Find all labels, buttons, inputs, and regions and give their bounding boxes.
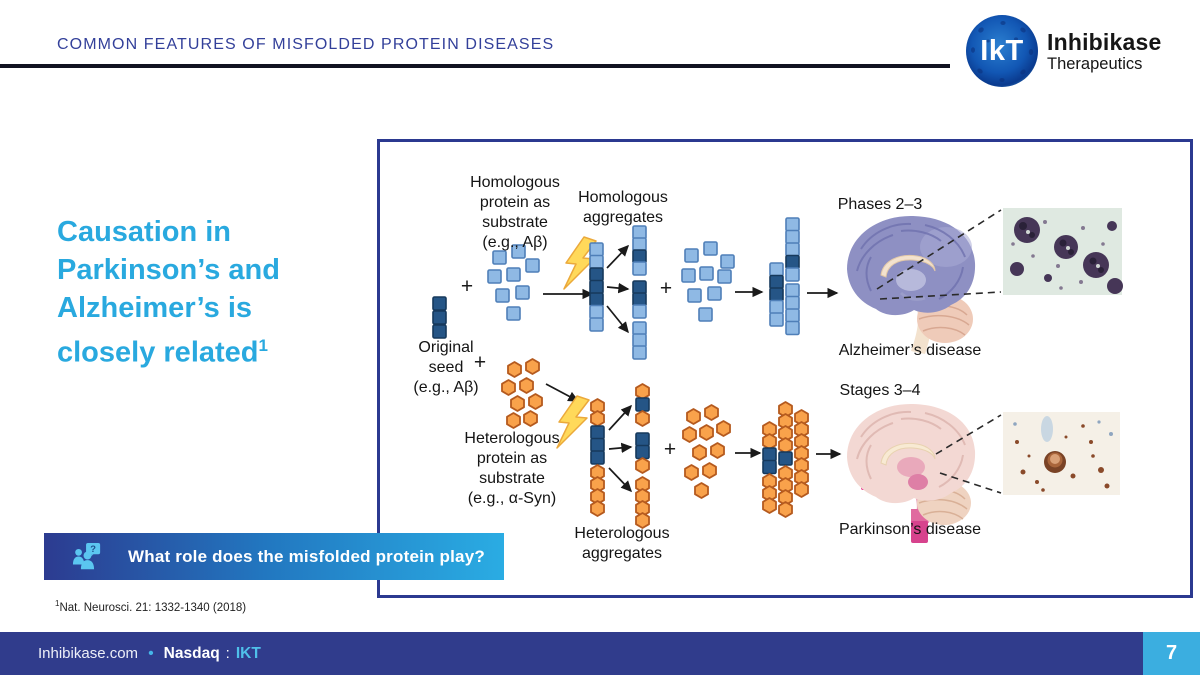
pathway-diagram-graphics: + + bbox=[432, 208, 1123, 543]
slide-title: COMMON FEATURES OF MISFOLDED PROTEIN DIS… bbox=[57, 36, 555, 53]
label-stages: Stages 3–4 bbox=[839, 382, 921, 399]
company-suffix: Therapeutics bbox=[1047, 55, 1143, 73]
label-original-seed: Original seed (e.g., Aβ) bbox=[413, 339, 479, 396]
parkinsons-histology-image bbox=[1003, 412, 1120, 495]
footer-bullet: • bbox=[148, 644, 154, 662]
label-heterologous-substrate: Heterologous protein as substrate (e.g.,… bbox=[464, 430, 560, 507]
alzheimers-brain-illustration bbox=[847, 215, 976, 354]
question-mark-glyph: ? bbox=[90, 543, 96, 553]
pathway-diagram: + + bbox=[377, 139, 1193, 598]
heterologous-monomer-cluster bbox=[682, 404, 731, 499]
homologous-substrate-cluster bbox=[487, 244, 540, 321]
logo-sphere-spots bbox=[971, 21, 1034, 82]
ikt-logo-sphere: IkT bbox=[966, 15, 1038, 87]
inhibikase-logo: IkT Inhibikase Therapeutics bbox=[966, 15, 1196, 91]
footnote-superscript: 1 bbox=[55, 599, 60, 608]
label-heterologous-aggregates: Heterologous aggregates bbox=[574, 525, 670, 562]
footer-ticker: IKT bbox=[235, 644, 261, 662]
homologous-fragment-stacks bbox=[632, 225, 647, 360]
footnote-reference: 1Nat. Neurosci. 21: 1332-1340 (2018) bbox=[55, 599, 246, 614]
footer-separator: : bbox=[225, 645, 230, 662]
heterologous-seeded-fibril bbox=[590, 398, 605, 517]
label-homologous-aggregates: Homologous aggregates bbox=[578, 189, 668, 226]
arrow-seeding-bottom bbox=[545, 383, 580, 402]
original-seed-stack bbox=[432, 296, 447, 339]
people-question-icon: ? bbox=[72, 542, 101, 569]
fragmentation-arrows-top bbox=[606, 244, 630, 334]
homologous-monomer-cluster bbox=[681, 241, 735, 322]
slide-headline: Causation in Parkinson’s and Alzheimer’s… bbox=[57, 213, 357, 372]
label-phases: Phases 2–3 bbox=[837, 196, 923, 213]
heterologous-fragment-stacks bbox=[635, 383, 650, 529]
plus-sign: + bbox=[660, 277, 672, 300]
logo-monogram: IkT bbox=[980, 34, 1024, 67]
headline-superscript: 1 bbox=[258, 336, 268, 355]
plus-sign: + bbox=[664, 438, 676, 461]
magnification-lines-alzheimers bbox=[876, 209, 1002, 300]
heterologous-substrate-cluster bbox=[501, 358, 543, 429]
fragmentation-arrows-bottom bbox=[608, 404, 633, 493]
magnification-lines-parkinsons bbox=[935, 414, 1002, 494]
footer-exchange: Nasdaq bbox=[163, 644, 220, 662]
headline-text: Causation in Parkinson’s and Alzheimer’s… bbox=[57, 216, 280, 369]
page-number: 7 bbox=[1143, 632, 1200, 675]
label-parkinsons-disease: Parkinson’s disease bbox=[838, 521, 981, 538]
homologous-seeded-fibril bbox=[589, 242, 604, 332]
question-banner-text: What role does the misfolded protein pla… bbox=[128, 546, 485, 566]
footer-website-link[interactable]: Inhibikase.com bbox=[38, 645, 139, 662]
parkinsons-brain-illustration bbox=[847, 403, 976, 543]
footer-bar: Inhibikase.com • Nasdaq : IKT bbox=[0, 632, 1200, 675]
heterologous-aggregate-columns bbox=[762, 401, 809, 518]
plus-sign: + bbox=[461, 275, 473, 298]
label-homologous-substrate: Homologous protein as substrate (e.g., A… bbox=[470, 174, 560, 251]
question-banner: ? What role does the misfolded protein p… bbox=[44, 533, 504, 580]
logo-text: Inhibikase Therapeutics bbox=[1047, 15, 1161, 91]
plus-sign: + bbox=[474, 351, 486, 374]
company-name: Inhibikase bbox=[1047, 29, 1162, 55]
header-divider bbox=[0, 64, 950, 68]
label-alzheimers-disease: Alzheimer’s disease bbox=[838, 342, 982, 359]
alzheimers-histology-image bbox=[1003, 208, 1123, 295]
homologous-aggregate-pair bbox=[769, 217, 800, 336]
footnote-text: Nat. Neurosci. 21: 1332-1340 (2018) bbox=[59, 601, 247, 614]
